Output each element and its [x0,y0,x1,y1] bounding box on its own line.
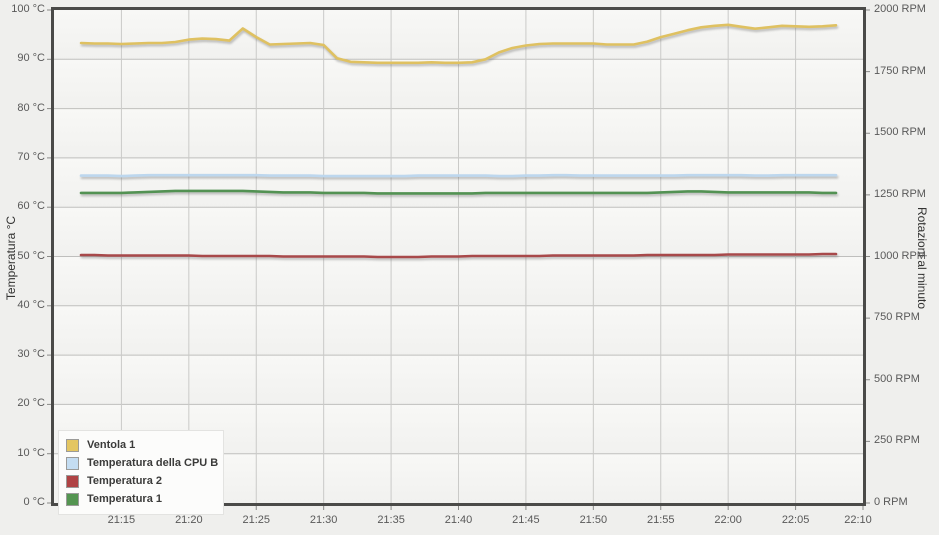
legend-item-temperatura-2: Temperatura 2 [66,472,216,490]
x-axis-tick-label: 21:15 [107,514,136,526]
y-axis-tick-label-right: 500 RPM [874,372,920,385]
y-axis-tick-label-right: 1000 RPM [874,249,926,262]
y-axis-tick-label-right: 0 RPM [874,496,908,508]
x-axis-tick-label: 22:10 [844,514,872,526]
x-axis-tick-label: 21:25 [242,514,271,526]
x-axis-tick-label: 21:45 [512,514,540,526]
x-axis-tick-label: 22:05 [781,514,810,526]
y-axis-tick-label-left: 90 °C [17,52,45,65]
y-axis-tick-label-left: 80 °C [17,101,45,114]
legend-item-ventola-1: Ventola 1 [66,436,216,454]
legend-swatch-temperatura-1 [66,492,79,506]
chart-legend: Ventola 1 Temperatura della CPU B Temper… [58,430,224,515]
x-axis-tick-label: 22:00 [714,514,742,526]
x-axis-tick-label: 21:30 [309,514,338,526]
y-axis-tick-label-right: 750 RPM [874,311,920,324]
y-axis-tick-label-right: 250 RPM [874,434,920,447]
y-axis-tick-label-right: 1250 RPM [874,187,926,200]
legend-swatch-ventola-1 [66,438,79,452]
legend-swatch-temperatura-cpu-b [66,456,79,470]
x-axis-tick-label: 21:40 [444,514,473,526]
legend-label: Ventola 1 [87,439,136,451]
y-axis-tick-label-left: 70 °C [17,150,45,163]
legend-label: Temperatura 2 [87,475,162,487]
legend-label: Temperatura della CPU B [87,457,219,469]
y-axis-tick-label-left: 60 °C [17,200,45,213]
x-axis-tick-label: 21:50 [579,514,608,526]
y-axis-tick-label-right: 1500 RPM [874,126,926,139]
y-axis-tick-label-right: 1750 RPM [874,64,926,77]
y-axis-tick-label-left: 20 °C [17,397,45,410]
x-axis-tick-label: 21:20 [175,514,203,526]
y-axis-tick-label-left: 0 °C [23,496,45,508]
y-axis-tick-label-left: 100 °C [11,3,45,15]
y-axis-tick-label-left: 10 °C [17,446,45,459]
legend-label: Temperatura 1 [87,493,162,505]
x-axis-tick-label: 21:55 [646,514,675,526]
y-axis-tick-label-left: 30 °C [17,348,45,361]
legend-item-temperatura-1: Temperatura 1 [66,490,216,508]
y-axis-tick-label-left: 50 °C [17,249,45,262]
y-axis-tick-label-right: 2000 RPM [874,3,926,15]
legend-item-temperatura-cpu-b: Temperatura della CPU B [66,454,219,472]
legend-swatch-temperatura-2 [66,474,79,488]
x-axis-tick-label: 21:35 [377,514,405,526]
y-axis-tick-label-left: 40 °C [17,298,45,311]
